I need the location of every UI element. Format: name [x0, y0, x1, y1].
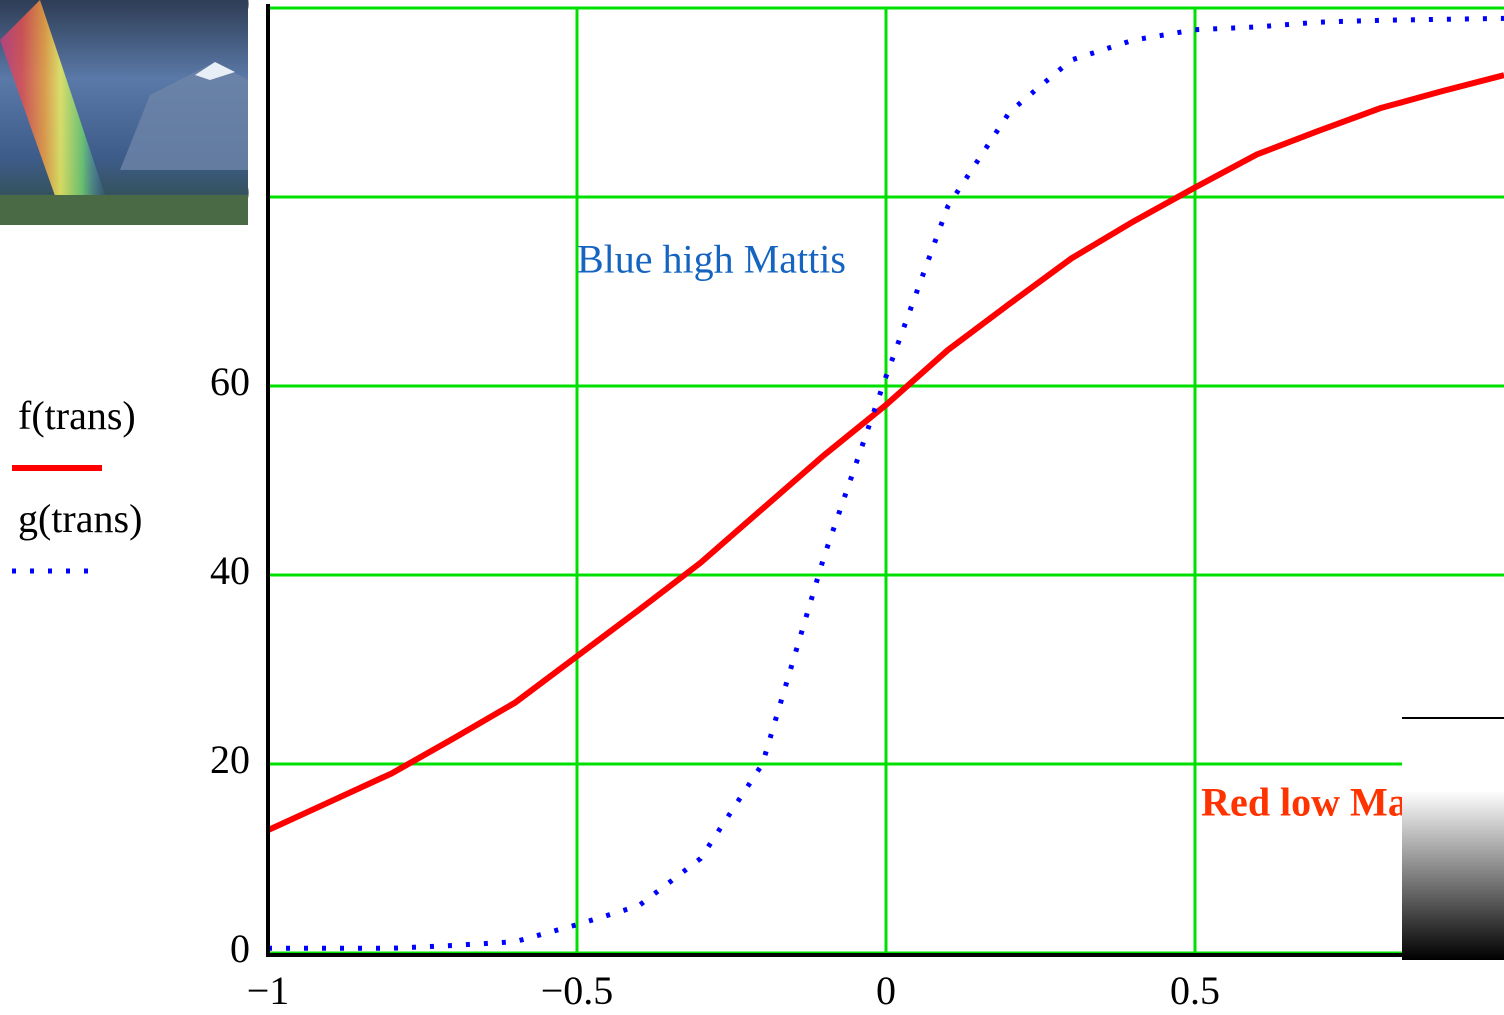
- annotation: Blue high Mattis: [577, 236, 846, 281]
- legend-label: f(trans): [18, 393, 136, 438]
- x-tick-label: −1: [247, 968, 290, 1013]
- photo: [0, 0, 248, 225]
- gradient-swatch: [1402, 717, 1504, 960]
- plot-lines: [268, 15, 1504, 951]
- legend-label: g(trans): [18, 496, 142, 541]
- series-line: [268, 72, 1504, 833]
- x-tick-label: 0.5: [1170, 968, 1220, 1013]
- x-tick-label: 0: [876, 968, 896, 1013]
- y-tick-label: 20: [210, 737, 250, 782]
- y-tick-label: 0: [230, 926, 250, 971]
- y-tick-label: 40: [210, 548, 250, 593]
- series-line: [268, 15, 1504, 951]
- y-tick-label: 60: [210, 359, 250, 404]
- legend: f(trans) g(trans): [12, 393, 142, 574]
- x-tick-label: −0.5: [541, 968, 614, 1013]
